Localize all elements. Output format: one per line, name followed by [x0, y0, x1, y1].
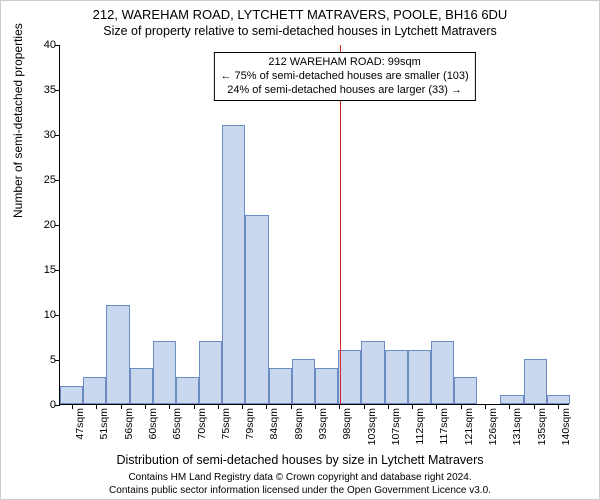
- histogram-bar: [60, 386, 83, 404]
- footer-attribution: Contains HM Land Registry data © Crown c…: [1, 472, 599, 497]
- x-tick-mark: [315, 404, 316, 409]
- x-tick-mark: [291, 404, 292, 409]
- annotation-line: 24% of semi-detached houses are larger (…: [220, 84, 468, 98]
- y-tick-label: 0: [50, 399, 60, 411]
- x-axis-label: Distribution of semi-detached houses by …: [1, 453, 599, 467]
- x-tick-label: 140sqm: [560, 408, 572, 445]
- annotation-box: 212 WAREHAM ROAD: 99sqm← 75% of semi-det…: [213, 52, 475, 101]
- x-tick-label: 47sqm: [74, 408, 86, 440]
- histogram-bar: [361, 341, 384, 404]
- annotation-line: ← 75% of semi-detached houses are smalle…: [220, 70, 468, 84]
- y-tick-label: 30: [44, 129, 60, 141]
- histogram-bar: [176, 377, 199, 404]
- x-tick-label: 60sqm: [147, 408, 159, 440]
- histogram-bar: [83, 377, 106, 404]
- y-tick-label: 20: [44, 219, 60, 231]
- y-tick-label: 25: [44, 174, 60, 186]
- x-tick-label: 51sqm: [98, 408, 110, 440]
- y-axis-label: Number of semi-detached properties: [11, 23, 25, 218]
- y-tick-label: 10: [44, 309, 60, 321]
- x-tick-mark: [218, 404, 219, 409]
- y-tick-label: 15: [44, 264, 60, 276]
- x-tick-mark: [364, 404, 365, 409]
- histogram-bar: [315, 368, 338, 404]
- y-tick-label: 5: [50, 354, 60, 366]
- histogram-bar: [454, 377, 477, 404]
- x-tick-label: 112sqm: [414, 408, 426, 445]
- histogram-bar: [338, 350, 361, 404]
- x-tick-label: 103sqm: [366, 408, 378, 445]
- x-tick-mark: [534, 404, 535, 409]
- x-tick-label: 121sqm: [463, 408, 475, 445]
- histogram-bar: [524, 359, 547, 404]
- x-tick-label: 70sqm: [196, 408, 208, 440]
- x-tick-label: 56sqm: [123, 408, 135, 440]
- x-tick-mark: [485, 404, 486, 409]
- x-tick-mark: [242, 404, 243, 409]
- x-tick-mark: [558, 404, 559, 409]
- histogram-bar: [199, 341, 222, 404]
- histogram-bar: [408, 350, 431, 404]
- histogram-bar: [500, 395, 523, 404]
- x-tick-label: 107sqm: [390, 408, 402, 445]
- histogram-bar: [106, 305, 129, 404]
- histogram-bar: [547, 395, 570, 404]
- histogram-bar: [153, 341, 176, 404]
- histogram-bar: [222, 125, 245, 404]
- x-tick-label: 135sqm: [536, 408, 548, 445]
- histogram-bar: [431, 341, 454, 404]
- x-tick-label: 126sqm: [487, 408, 499, 445]
- x-tick-label: 89sqm: [293, 408, 305, 440]
- x-tick-label: 79sqm: [244, 408, 256, 440]
- x-tick-mark: [461, 404, 462, 409]
- x-tick-label: 65sqm: [171, 408, 183, 440]
- x-tick-mark: [72, 404, 73, 409]
- histogram-bar: [130, 368, 153, 404]
- histogram-bar: [292, 359, 315, 404]
- x-tick-mark: [412, 404, 413, 409]
- footer-line-2: Contains public sector information licen…: [1, 485, 599, 498]
- x-tick-label: 75sqm: [220, 408, 232, 440]
- x-tick-mark: [194, 404, 195, 409]
- x-tick-label: 93sqm: [317, 408, 329, 440]
- histogram-bar: [269, 368, 292, 404]
- x-tick-label: 117sqm: [438, 408, 450, 445]
- histogram-bar: [385, 350, 408, 404]
- chart-subtitle: Size of property relative to semi-detach…: [1, 22, 599, 38]
- x-tick-label: 98sqm: [341, 408, 353, 440]
- chart-title: 212, WAREHAM ROAD, LYTCHETT MATRAVERS, P…: [1, 1, 599, 22]
- annotation-line: 212 WAREHAM ROAD: 99sqm: [220, 56, 468, 70]
- x-tick-label: 84sqm: [268, 408, 280, 440]
- chart-plot-area: 051015202530354047sqm51sqm56sqm60sqm65sq…: [59, 45, 569, 405]
- y-tick-label: 35: [44, 84, 60, 96]
- x-tick-mark: [145, 404, 146, 409]
- x-tick-mark: [388, 404, 389, 409]
- y-tick-label: 40: [44, 39, 60, 51]
- x-tick-mark: [121, 404, 122, 409]
- x-tick-label: 131sqm: [511, 408, 523, 445]
- footer-line-1: Contains HM Land Registry data © Crown c…: [1, 472, 599, 485]
- histogram-bar: [245, 215, 268, 404]
